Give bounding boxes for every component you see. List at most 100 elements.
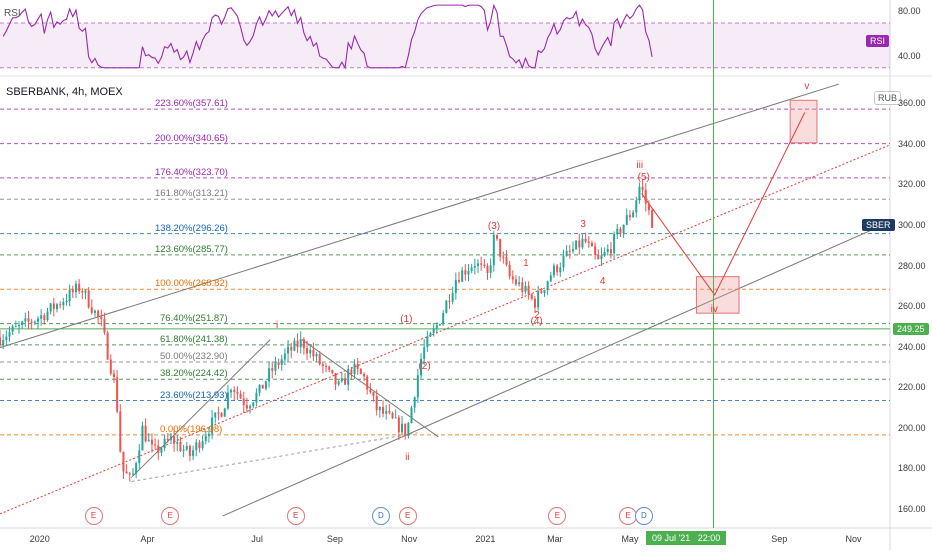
candle-body [388,411,391,413]
channel-lower-line[interactable] [222,221,891,517]
earnings-marker[interactable]: E [286,507,305,525]
candle-body [556,265,559,273]
candle-body [78,283,81,292]
projection-path[interactable] [641,112,806,296]
candle-body [150,440,153,445]
price-tick-label: 240.00 [898,341,926,352]
trend-dotted-line[interactable] [0,144,891,515]
candle-body [571,249,574,252]
candle-body [169,436,172,441]
candle-body [271,368,274,371]
candle-body [502,256,505,258]
dividend-marker[interactable]: D [634,507,653,525]
fib-level-label: 138.20%(296.26) [155,222,228,234]
candle-body [68,289,71,302]
candle-body [325,365,328,367]
candle-body [549,275,552,282]
candle-body [432,328,435,333]
candle-body [182,449,185,451]
fib-level-label: 200.00%(340.65) [155,132,228,144]
candle-body [131,473,134,475]
target-zone-box[interactable] [695,276,740,314]
candle-body [179,441,182,451]
candle-body [109,359,112,374]
candle-body [135,463,138,474]
candle-body [372,392,375,397]
candle-body [404,423,407,436]
wave-label: (5) [637,172,650,184]
candle-body [14,326,17,328]
symbol-title[interactable]: SBERBANK, 4h, MOEX [6,86,123,98]
candle-body [635,200,638,213]
candle-body [230,390,233,393]
fib-base-line[interactable] [131,432,418,482]
candle-body [340,378,343,382]
candle-body [337,381,340,385]
candle-body [467,270,470,275]
candle-body [638,186,641,201]
earnings-marker[interactable]: E [548,507,567,525]
candle-body [112,373,115,378]
price-tick-label: 340.00 [898,138,926,149]
candle-body [597,254,600,260]
rsi-band [0,23,890,68]
candle-body [416,375,419,398]
rsi-axis-label[interactable]: RSI [866,35,890,47]
earnings-marker[interactable]: E [398,507,417,525]
time-tick-label: May [621,534,639,544]
wave-label: 4 [599,275,606,287]
candle-body [413,397,416,408]
candle-body [644,189,647,204]
earnings-marker[interactable]: E [161,507,180,525]
candle-body [609,249,612,254]
candle-body [144,425,147,442]
candle-body [407,423,410,436]
time-tick-label: Nov [401,534,418,544]
target-zone-box[interactable] [789,99,818,144]
candle-body [239,393,242,399]
candle-body [255,392,258,403]
current-price-label[interactable]: 249.25 [893,322,929,335]
candle-body [458,279,461,282]
price-tick-label: 280.00 [898,260,926,271]
time-tick-label: Mar [547,534,563,544]
dividend-marker[interactable]: D [371,507,390,525]
candle-body [578,240,581,248]
candle-body [622,224,625,234]
candle-body [369,389,372,393]
fib-level-label: 100.00%(268.82) [155,278,228,290]
earnings-marker[interactable]: E [84,507,103,525]
candle-body [233,390,236,392]
candle-body [540,291,543,293]
candle-body [334,373,337,385]
candle-body [65,301,68,303]
candle-body [245,405,248,409]
candle-body [154,444,157,446]
price-tick-label: 180.00 [898,463,926,474]
candle-body [552,265,555,276]
candle-body [521,282,524,292]
fib-level-label: 38.20%(224.42) [160,368,228,380]
sber-axis-label[interactable]: SBER [862,218,895,231]
candle-body [97,310,100,317]
candle-body [287,346,290,354]
candle-body [268,368,271,382]
candle-body [356,363,359,369]
candle-body [347,369,350,385]
candle-body [442,312,445,325]
candle-body [252,402,255,407]
candle-body [410,407,413,424]
fib-level-label: 176.40%(323.70) [155,166,228,178]
channel-upper-line[interactable] [0,83,840,349]
candle-body [489,265,492,273]
candle-body [382,406,385,414]
currency-label[interactable]: RUB [874,91,902,105]
candle-body [93,310,96,313]
candle-body [280,359,283,365]
impulse-trendline[interactable] [131,339,271,478]
wave-label: ii [405,452,410,464]
candle-body [147,440,150,442]
candle-body [464,270,467,275]
